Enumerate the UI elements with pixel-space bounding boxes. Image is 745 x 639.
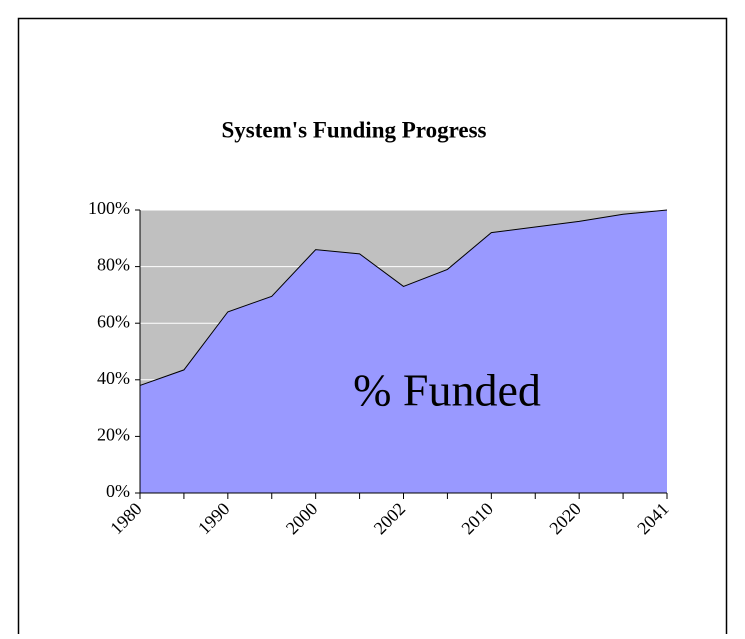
chart-title: System's Funding Progress [222,117,487,142]
y-tick-label: 0% [106,481,130,501]
area [140,210,667,493]
y-tick-label: 20% [97,425,130,445]
area-line [139,209,668,386]
y-tick-label: 40% [97,368,130,388]
y-tick-label: 100% [88,198,130,218]
y-tick-label: 60% [97,311,130,331]
series-label: % Funded [353,365,541,416]
y-tick-label: 80% [97,255,130,275]
